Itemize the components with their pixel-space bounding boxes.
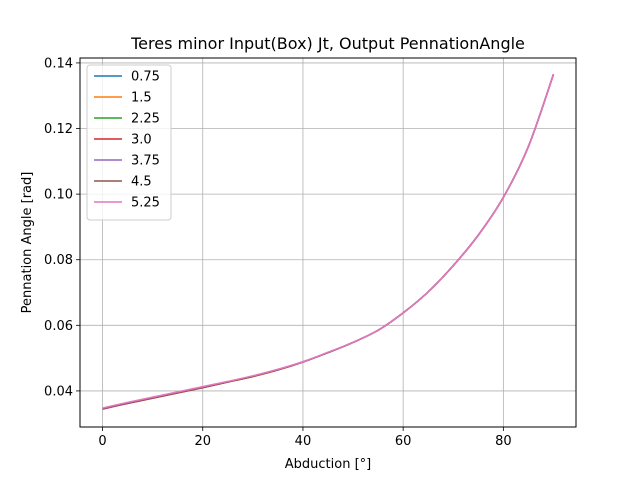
x-axis-label: Abduction [°] xyxy=(285,457,371,472)
x-tick-label: 80 xyxy=(495,434,512,449)
y-axis-ticks: 0.04 0.06 0.08 0.10 0.12 0.14 xyxy=(44,56,80,399)
legend-label: 2.25 xyxy=(131,112,160,127)
y-tick-label: 0.08 xyxy=(44,253,73,268)
x-tick-label: 0 xyxy=(98,434,106,449)
plot-frame xyxy=(79,57,577,428)
y-tick-label: 0.04 xyxy=(44,384,73,399)
legend-label: 4.5 xyxy=(131,175,152,190)
x-tick-label: 20 xyxy=(194,434,211,449)
y-axis-label: Pennation Angle [rad] xyxy=(20,172,35,314)
legend-label: 3.75 xyxy=(131,154,160,169)
legend-label: 5.25 xyxy=(131,196,160,211)
y-tick-label: 0.06 xyxy=(44,319,73,334)
y-tick-label: 0.12 xyxy=(44,122,73,137)
y-tick-label: 0.10 xyxy=(44,188,73,203)
legend: 0.75 1.5 2.25 3.0 3.75 4.5 5.25 xyxy=(86,64,172,221)
legend-label: 0.75 xyxy=(131,70,160,85)
chart-title: Teres minor Input(Box) Jt, Output Pennat… xyxy=(130,34,525,53)
legend-label: 1.5 xyxy=(131,91,152,106)
x-tick-label: 60 xyxy=(395,434,412,449)
grid-lines xyxy=(80,58,576,427)
series-line-5-25 xyxy=(102,74,555,409)
x-axis-ticks: 0 20 40 60 80 xyxy=(98,427,512,449)
series-lines xyxy=(102,74,555,410)
x-tick-label: 40 xyxy=(295,434,312,449)
legend-label: 3.0 xyxy=(131,133,152,148)
y-tick-label: 0.14 xyxy=(44,56,73,71)
